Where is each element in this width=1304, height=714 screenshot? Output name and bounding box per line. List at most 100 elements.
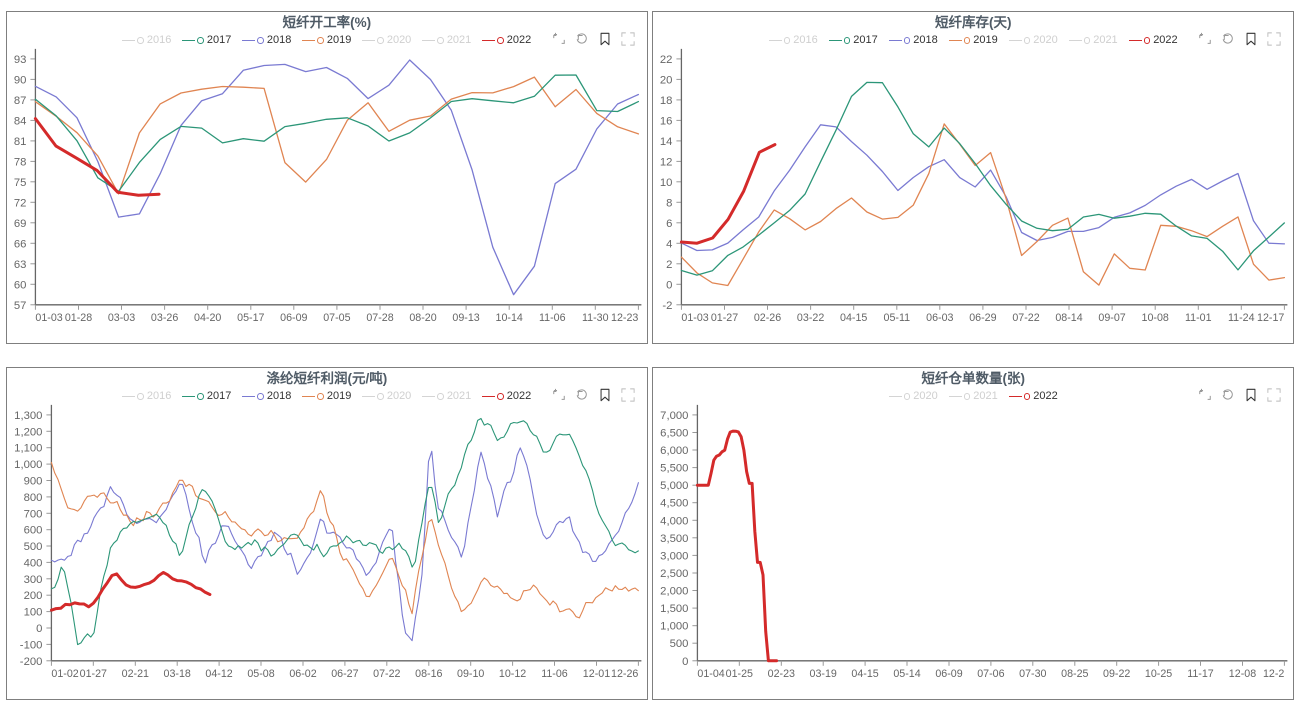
svg-text:09-10: 09-10: [457, 668, 484, 680]
svg-text:03-22: 03-22: [797, 312, 824, 324]
svg-text:12-26: 12-26: [611, 668, 638, 680]
svg-text:3,000: 3,000: [660, 551, 688, 563]
svg-text:12-23: 12-23: [611, 312, 638, 324]
svg-text:-100: -100: [19, 640, 42, 652]
svg-text:11-01: 11-01: [1185, 312, 1212, 324]
svg-text:1,000: 1,000: [14, 459, 42, 471]
svg-text:14: 14: [660, 136, 673, 148]
svg-text:1,500: 1,500: [660, 603, 688, 615]
svg-text:02-21: 02-21: [121, 668, 148, 680]
svg-text:12-17: 12-17: [1257, 312, 1284, 324]
svg-text:03-19: 03-19: [810, 668, 837, 680]
svg-text:10-25: 10-25: [1145, 668, 1172, 680]
svg-text:06-09: 06-09: [280, 312, 307, 324]
svg-text:6,000: 6,000: [660, 445, 688, 457]
svg-text:93: 93: [13, 54, 26, 66]
svg-text:300: 300: [23, 574, 42, 586]
svg-text:06-09: 06-09: [935, 668, 962, 680]
svg-text:18: 18: [660, 95, 673, 107]
svg-text:10-12: 10-12: [499, 668, 526, 680]
svg-text:01-03: 01-03: [35, 312, 62, 324]
svg-text:57: 57: [13, 300, 26, 312]
svg-text:700: 700: [23, 509, 42, 521]
svg-text:01-28: 01-28: [64, 312, 91, 324]
svg-text:-2: -2: [662, 300, 672, 312]
svg-text:01-04: 01-04: [697, 668, 724, 680]
svg-text:11-17: 11-17: [1187, 668, 1214, 680]
svg-text:81: 81: [13, 136, 26, 148]
svg-text:5,500: 5,500: [660, 463, 688, 475]
svg-text:72: 72: [13, 198, 26, 210]
svg-text:1,200: 1,200: [14, 427, 42, 439]
svg-text:0: 0: [36, 623, 42, 635]
svg-text:11-06: 11-06: [541, 668, 568, 680]
svg-text:2,500: 2,500: [660, 568, 688, 580]
svg-text:63: 63: [13, 259, 26, 271]
svg-text:1,300: 1,300: [14, 410, 42, 422]
svg-text:8: 8: [666, 198, 672, 210]
svg-text:84: 84: [13, 116, 26, 128]
svg-text:01-03: 01-03: [681, 312, 708, 324]
svg-text:800: 800: [23, 492, 42, 504]
svg-text:03-26: 03-26: [151, 312, 178, 324]
svg-text:78: 78: [13, 157, 26, 169]
svg-text:04-12: 04-12: [205, 668, 232, 680]
svg-text:07-06: 07-06: [977, 668, 1004, 680]
svg-text:-200: -200: [19, 656, 42, 668]
svg-text:12-01: 12-01: [582, 668, 609, 680]
svg-text:09-22: 09-22: [1103, 668, 1130, 680]
svg-text:02-23: 02-23: [768, 668, 795, 680]
svg-text:01-25: 01-25: [726, 668, 753, 680]
svg-text:05-11: 05-11: [884, 312, 911, 324]
svg-text:2,000: 2,000: [660, 586, 688, 598]
svg-text:04-20: 04-20: [194, 312, 221, 324]
svg-text:75: 75: [13, 177, 26, 189]
svg-text:03-03: 03-03: [107, 312, 134, 324]
svg-text:09-13: 09-13: [452, 312, 479, 324]
svg-text:11-06: 11-06: [539, 312, 566, 324]
svg-text:10-14: 10-14: [495, 312, 522, 324]
svg-text:66: 66: [13, 239, 26, 251]
svg-text:500: 500: [23, 541, 42, 553]
svg-text:08-20: 08-20: [409, 312, 436, 324]
svg-text:07-28: 07-28: [366, 312, 393, 324]
svg-text:06-02: 06-02: [289, 668, 316, 680]
svg-text:200: 200: [23, 591, 42, 603]
svg-text:08-14: 08-14: [1055, 312, 1082, 324]
svg-text:07-30: 07-30: [1019, 668, 1046, 680]
svg-text:400: 400: [23, 558, 42, 570]
svg-text:6: 6: [666, 218, 672, 230]
svg-text:04-15: 04-15: [840, 312, 867, 324]
svg-text:12: 12: [660, 157, 673, 169]
svg-text:3,500: 3,500: [660, 533, 688, 545]
svg-text:09-07: 09-07: [1098, 312, 1125, 324]
svg-text:4,000: 4,000: [660, 516, 688, 528]
svg-text:05-14: 05-14: [893, 668, 920, 680]
svg-text:4,500: 4,500: [660, 498, 688, 510]
svg-text:07-22: 07-22: [1012, 312, 1039, 324]
svg-text:6,500: 6,500: [660, 428, 688, 440]
svg-text:4: 4: [666, 239, 672, 251]
svg-text:11-30: 11-30: [582, 312, 609, 324]
svg-text:87: 87: [13, 95, 26, 107]
svg-text:10-08: 10-08: [1142, 312, 1169, 324]
svg-text:06-03: 06-03: [926, 312, 953, 324]
svg-text:90: 90: [13, 75, 26, 87]
svg-text:01-02: 01-02: [51, 668, 78, 680]
svg-text:06-29: 06-29: [969, 312, 996, 324]
svg-text:1,000: 1,000: [660, 621, 688, 633]
svg-text:06-27: 06-27: [331, 668, 358, 680]
svg-text:1,100: 1,100: [14, 443, 42, 455]
svg-text:03-18: 03-18: [163, 668, 190, 680]
svg-text:12-08: 12-08: [1229, 668, 1256, 680]
svg-text:05-08: 05-08: [247, 668, 274, 680]
svg-text:60: 60: [13, 280, 26, 292]
svg-text:600: 600: [23, 525, 42, 537]
svg-text:100: 100: [23, 607, 42, 619]
svg-text:69: 69: [13, 218, 26, 230]
svg-text:01-27: 01-27: [79, 668, 106, 680]
svg-text:7,000: 7,000: [660, 410, 688, 422]
svg-text:500: 500: [670, 639, 689, 651]
svg-text:12-2: 12-2: [1263, 668, 1284, 680]
svg-text:16: 16: [660, 116, 673, 128]
